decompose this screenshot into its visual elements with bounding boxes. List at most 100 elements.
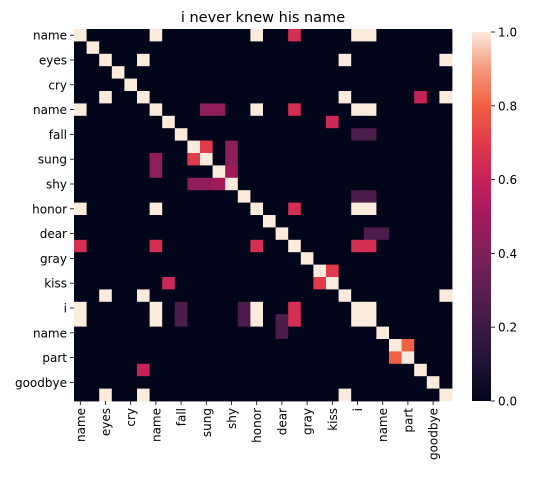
heatmap-cell <box>263 227 276 241</box>
heatmap-cell <box>212 41 226 55</box>
heatmap-cell <box>124 190 138 203</box>
heatmap-cell <box>174 78 188 92</box>
heatmap-cell <box>313 41 327 55</box>
heatmap-cell <box>376 190 390 203</box>
colorbar <box>472 32 491 401</box>
heatmap-cell <box>313 91 327 104</box>
heatmap-cell <box>200 128 213 141</box>
heatmap-cell <box>401 165 415 179</box>
heatmap-cell <box>326 128 339 141</box>
heatmap-cell <box>237 326 251 340</box>
heatmap-cell <box>288 41 302 55</box>
heatmap-cell <box>200 363 213 377</box>
heatmap-cell <box>389 115 402 129</box>
y-tick-label: name <box>33 326 67 340</box>
heatmap-cell <box>363 29 377 42</box>
heatmap-cell <box>275 351 289 365</box>
heatmap-cell <box>275 339 289 352</box>
heatmap-cell <box>124 376 138 389</box>
x-tick-label: goodbye <box>427 408 441 460</box>
heatmap-cell <box>162 301 176 315</box>
heatmap-cell <box>111 66 125 79</box>
heatmap-cell <box>376 103 390 117</box>
heatmap-cell <box>250 351 264 365</box>
heatmap-cell <box>300 289 314 303</box>
heatmap-cell <box>187 227 201 241</box>
heatmap-cell <box>263 277 276 290</box>
heatmap-cell <box>351 363 365 377</box>
heatmap-cell <box>174 252 188 265</box>
heatmap-cell <box>250 264 264 278</box>
heatmap-cell <box>200 351 213 365</box>
y-tick-label: kiss <box>44 277 67 291</box>
heatmap-cell <box>389 91 402 104</box>
heatmap-cell <box>439 363 453 377</box>
heatmap-cell <box>124 277 138 290</box>
heatmap-cell <box>99 388 113 402</box>
heatmap-cell <box>338 202 352 216</box>
heatmap-cell <box>187 277 201 290</box>
heatmap-cell <box>326 202 339 216</box>
heatmap-cell <box>200 239 213 253</box>
heatmap-cell <box>389 202 402 216</box>
heatmap-cell <box>174 264 188 278</box>
heatmap-cell <box>300 264 314 278</box>
heatmap-cell <box>162 190 176 203</box>
heatmap-cell <box>137 326 150 340</box>
heatmap-cell <box>212 363 226 377</box>
heatmap-cell <box>351 103 365 117</box>
heatmap-cell <box>351 339 365 352</box>
heatmap-cell <box>288 351 302 365</box>
heatmap-cell <box>99 53 113 67</box>
heatmap-cell <box>376 66 390 79</box>
heatmap-cell <box>74 227 87 241</box>
heatmap-cell <box>376 289 390 303</box>
heatmap-cell <box>300 128 314 141</box>
heatmap-cell <box>74 91 87 104</box>
heatmap-cell <box>149 376 163 389</box>
heatmap-cell <box>376 29 390 42</box>
heatmap-cell <box>263 128 276 141</box>
heatmap-cell <box>426 66 440 79</box>
heatmap-cell <box>389 128 402 141</box>
heatmap-cell <box>74 326 87 340</box>
heatmap-cell <box>124 326 138 340</box>
heatmap-cell <box>212 103 226 117</box>
x-tick-label: name <box>149 408 163 442</box>
heatmap-cell <box>99 190 113 203</box>
heatmap-cell <box>313 177 327 191</box>
heatmap-cell <box>338 41 352 55</box>
heatmap-cell <box>174 177 188 191</box>
heatmap-cell <box>162 264 176 278</box>
heatmap-cell <box>174 66 188 79</box>
heatmap-cell <box>212 53 226 67</box>
heatmap-cell <box>99 277 113 290</box>
heatmap-cell <box>363 140 377 154</box>
heatmap-cell <box>288 78 302 92</box>
heatmap-cell <box>338 165 352 179</box>
heatmap-cell <box>414 215 428 228</box>
heatmap-cell <box>288 239 302 253</box>
heatmap-cell <box>174 29 188 42</box>
heatmap-cell <box>338 264 352 278</box>
heatmap-cell <box>401 351 415 365</box>
heatmap-cell <box>401 202 415 216</box>
heatmap-cell <box>86 227 100 241</box>
heatmap-cell <box>313 363 327 377</box>
heatmap-cell <box>187 153 201 166</box>
heatmap-cell <box>111 388 125 402</box>
heatmap-cell <box>86 202 100 216</box>
heatmap-cell <box>401 314 415 327</box>
heatmap-cell <box>86 388 100 402</box>
heatmap-cell <box>86 177 100 191</box>
heatmap-cell <box>124 252 138 265</box>
heatmap-cell <box>426 115 440 129</box>
heatmap-cell <box>200 115 213 129</box>
heatmap-cell <box>300 215 314 228</box>
heatmap-cell <box>99 351 113 365</box>
heatmap-cell <box>439 277 453 290</box>
heatmap-cell <box>326 227 339 241</box>
heatmap-cell <box>363 177 377 191</box>
heatmap-cell <box>313 289 327 303</box>
heatmap-cell <box>149 202 163 216</box>
